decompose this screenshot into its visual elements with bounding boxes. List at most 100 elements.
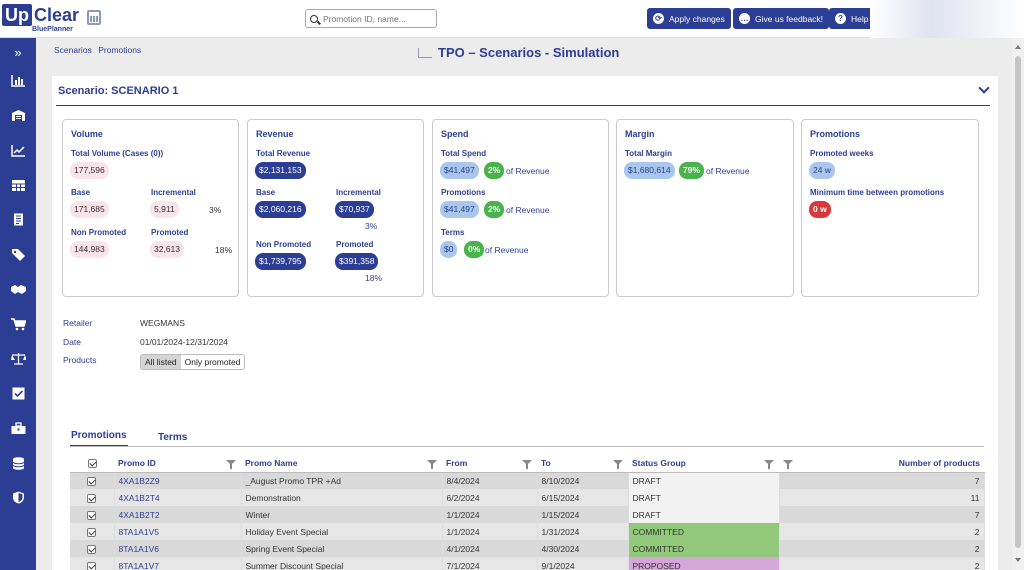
margin-card-title: Margin bbox=[625, 129, 655, 139]
row-select-cell[interactable] bbox=[70, 472, 115, 489]
row-select-cell[interactable] bbox=[70, 557, 115, 570]
promo-id-cell[interactable]: 4XA1B2T2 bbox=[114, 506, 242, 523]
to-header-label: To bbox=[541, 458, 551, 469]
promo-name-cell: Winter bbox=[241, 506, 443, 523]
scroll-thumb[interactable] bbox=[1015, 56, 1021, 548]
products-only-promoted[interactable]: Only promoted bbox=[184, 357, 241, 367]
apply-changes-button[interactable]: ⟳ Apply changes bbox=[647, 8, 731, 29]
expand-sidebar-icon[interactable]: » bbox=[14, 44, 22, 60]
line-chart-icon bbox=[10, 144, 25, 157]
sidebar-item-trend[interactable] bbox=[0, 136, 36, 164]
status-header[interactable]: Status Group bbox=[628, 455, 779, 473]
filter-icon[interactable] bbox=[783, 460, 793, 469]
from-cell: 8/4/2024 bbox=[442, 472, 538, 489]
search-input[interactable] bbox=[323, 13, 433, 24]
row-checkbox[interactable] bbox=[87, 544, 97, 554]
products-count-cell: 7 bbox=[779, 472, 985, 489]
sidebar-item-bar-chart[interactable] bbox=[0, 66, 36, 94]
row-checkbox[interactable] bbox=[87, 476, 97, 486]
promo-id-cell[interactable]: 4XA1B2Z9 bbox=[114, 472, 242, 489]
app-logo[interactable]: Up Clear BluePlanner bbox=[2, 4, 80, 34]
promotions-spend-of-revenue: of Revenue bbox=[506, 205, 550, 215]
status-cell: DRAFT bbox=[628, 489, 780, 506]
promo-id-cell[interactable]: 8TA1A1V7 bbox=[114, 557, 242, 570]
revenue-card: Revenue Total Revenue $2,131,153 Base $2… bbox=[247, 119, 424, 297]
tab-promotions[interactable]: Promotions bbox=[71, 430, 127, 441]
table-row[interactable]: 4XA1B2T4 Demonstration 6/2/2024 6/15/2024 DR… bbox=[70, 489, 985, 506]
total-spend-of-revenue: of Revenue bbox=[506, 166, 550, 176]
row-select-cell[interactable] bbox=[70, 523, 115, 540]
breadcrumb-promotions[interactable]: Promotions bbox=[98, 45, 142, 55]
row-select-cell[interactable] bbox=[70, 489, 115, 506]
promoted-revenue-label: Promoted bbox=[336, 240, 374, 249]
promo-id-cell[interactable]: 8TA1A1V5 bbox=[114, 523, 242, 540]
vertical-scrollbar[interactable] bbox=[1012, 38, 1024, 570]
promo-name-cell: Holiday Event Special bbox=[241, 523, 443, 540]
table-row[interactable]: 4XA1B2Z9 _August Promo TPR +Ad 8/4/2024 8/1… bbox=[70, 472, 985, 489]
promo-id-cell[interactable]: 4XA1B2T4 bbox=[114, 489, 242, 506]
promo-id-header[interactable]: Promo ID bbox=[114, 455, 241, 473]
database-icon bbox=[12, 456, 24, 470]
sidebar-item-data[interactable] bbox=[0, 449, 36, 477]
sidebar-item-cart[interactable] bbox=[0, 310, 36, 338]
scroll-up-arrow[interactable] bbox=[1015, 45, 1021, 49]
sidebar-item-compliance[interactable] bbox=[0, 344, 36, 372]
select-all-checkbox[interactable] bbox=[87, 459, 97, 469]
promo-name-cell: Demonstration bbox=[241, 489, 443, 506]
scroll-down-arrow[interactable] bbox=[1015, 558, 1021, 562]
select-all-header[interactable] bbox=[70, 455, 114, 473]
row-select-cell[interactable] bbox=[70, 540, 115, 557]
table-row[interactable]: 4XA1B2T2 Winter 1/1/2024 1/15/2024 DRAFT 7 bbox=[70, 506, 985, 523]
bar-chart-icon bbox=[10, 74, 25, 87]
products-header[interactable]: Number of products bbox=[779, 455, 984, 473]
help-button[interactable]: ? Help bbox=[829, 8, 875, 29]
row-checkbox[interactable] bbox=[87, 510, 97, 520]
calculator-icon[interactable] bbox=[87, 10, 101, 25]
chevron-down-icon[interactable] bbox=[978, 82, 990, 94]
table-row[interactable]: 8TA1A1V6 Spring Event Special 4/1/2024 4/30… bbox=[70, 540, 985, 557]
sidebar-item-warehouse[interactable] bbox=[0, 101, 36, 129]
feedback-button[interactable]: … Give us feedback! bbox=[733, 8, 830, 29]
promo-name-header[interactable]: Promo Name bbox=[241, 455, 442, 473]
sidebar-item-tools[interactable] bbox=[0, 414, 36, 442]
sidebar-item-list[interactable] bbox=[0, 205, 36, 233]
base-revenue-label: Base bbox=[256, 188, 276, 197]
base-volume-label: Base bbox=[71, 188, 91, 197]
feedback-label: Give us feedback! bbox=[755, 13, 824, 24]
promoted-volume-label: Promoted bbox=[151, 228, 189, 237]
total-margin-value: $1,680,614 bbox=[624, 162, 675, 179]
filter-icon[interactable] bbox=[522, 460, 532, 469]
table-row[interactable]: 8TA1A1V5 Holiday Event Special 1/1/2024 1/3… bbox=[70, 523, 985, 540]
sidebar: » bbox=[0, 38, 36, 570]
chart-title-icon bbox=[418, 47, 432, 58]
products-all-listed[interactable]: All listed bbox=[141, 355, 181, 369]
page-title-text: TPO – Scenarios - Simulation bbox=[438, 45, 620, 60]
row-checkbox[interactable] bbox=[87, 527, 97, 537]
search-box[interactable] bbox=[305, 9, 437, 28]
sidebar-item-deals[interactable] bbox=[0, 275, 36, 303]
tab-terms[interactable]: Terms bbox=[158, 432, 188, 443]
total-volume-label: Total Volume (Cases (0)) bbox=[71, 149, 164, 158]
from-header[interactable]: From bbox=[442, 455, 537, 473]
status-header-label: Status Group bbox=[632, 458, 686, 469]
row-checkbox[interactable] bbox=[87, 561, 97, 570]
total-margin-of-revenue: of Revenue bbox=[706, 166, 750, 176]
filter-icon[interactable] bbox=[764, 460, 774, 469]
filter-icon[interactable] bbox=[613, 460, 623, 469]
promo-id-cell[interactable]: 8TA1A1V6 bbox=[114, 540, 242, 557]
revenue-card-title: Revenue bbox=[256, 129, 294, 139]
filter-icon[interactable] bbox=[226, 460, 236, 469]
row-checkbox[interactable] bbox=[87, 493, 97, 503]
to-header[interactable]: To bbox=[537, 455, 628, 473]
total-spend-value: $41,497 bbox=[440, 162, 479, 179]
sidebar-item-approvals[interactable] bbox=[0, 379, 36, 407]
sidebar-item-security[interactable] bbox=[0, 483, 36, 511]
table-row[interactable]: 8TA1A1V7 Summer Discount Special 7/1/2024 9… bbox=[70, 557, 985, 570]
sidebar-item-table[interactable] bbox=[0, 171, 36, 199]
total-volume-value: 177,596 bbox=[70, 162, 109, 179]
sidebar-item-promotions[interactable] bbox=[0, 240, 36, 268]
row-select-cell[interactable] bbox=[70, 506, 115, 523]
base-revenue-value: $2,060,216 bbox=[255, 201, 306, 218]
filter-icon[interactable] bbox=[427, 460, 437, 469]
breadcrumb-scenarios[interactable]: Scenarios bbox=[54, 45, 92, 55]
